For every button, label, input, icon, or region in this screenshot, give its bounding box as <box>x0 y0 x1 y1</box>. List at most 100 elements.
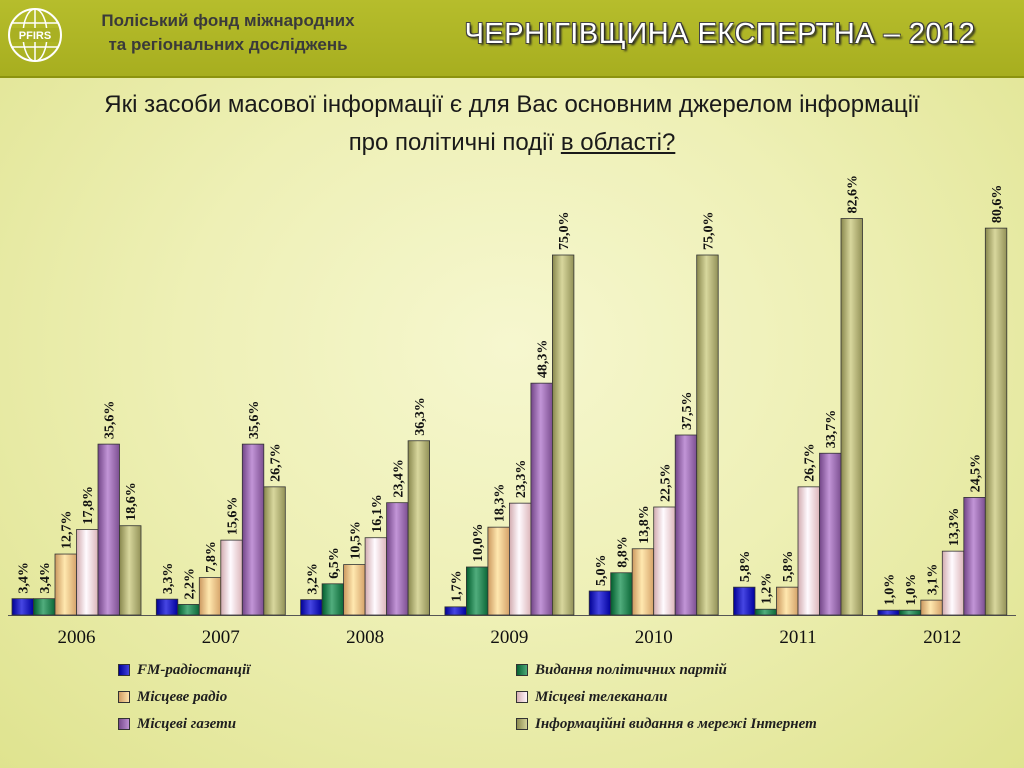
legend-swatch <box>118 718 130 730</box>
bar-2010-5 <box>696 254 719 616</box>
data-label: 82,6% <box>846 175 861 214</box>
legend-label: Інформаційні видання в мережі Інтернет <box>535 715 817 732</box>
data-label: 36,3% <box>413 397 428 436</box>
data-label: 2,2% <box>183 568 198 600</box>
question-line2-main: про політичні події <box>348 129 561 156</box>
bar-2006-0 <box>11 598 34 616</box>
bar-2011-3 <box>797 486 820 616</box>
bar-2011-1 <box>754 608 777 616</box>
data-label: 22,5% <box>658 464 673 503</box>
data-label: 48,3% <box>536 340 551 379</box>
bar-2012-5 <box>984 227 1008 616</box>
bar-2011-0 <box>733 586 756 616</box>
organization-name-line2: та регіональних досліджень <box>108 35 348 54</box>
chart-legend: FM-радіостанції Видання політичних партій… <box>118 660 998 734</box>
bar-2007-0 <box>155 598 179 616</box>
data-label: 37,5% <box>680 392 695 431</box>
bar-2007-3 <box>220 539 243 616</box>
bar-2006-3 <box>76 529 99 616</box>
data-label: 75,0% <box>701 212 716 251</box>
legend-label: FM-радіостанції <box>137 661 251 678</box>
legend-item: Інформаційні видання в мережі Інтернет <box>516 714 976 734</box>
bar-2008-1 <box>321 583 345 616</box>
x-tick-label: 2009 <box>490 627 528 648</box>
globe-logo-icon: PFIRS <box>8 8 62 62</box>
page-title: ЧЕРНІГІВЩИНА ЕКСПЕРТНА – 2012 <box>464 18 976 50</box>
data-label: 35,6% <box>247 401 262 440</box>
x-tick-label: 2010 <box>635 627 673 648</box>
data-label: 10,0% <box>471 524 486 563</box>
organization-name-line1: Поліський фонд міжнародних <box>101 11 355 30</box>
data-label: 13,3% <box>947 508 962 547</box>
x-tick-label: 2007 <box>202 627 240 648</box>
data-label: 35,6% <box>103 401 118 440</box>
data-label: 10,5% <box>348 521 363 560</box>
bar-2012-0 <box>877 609 900 616</box>
legend-swatch <box>516 718 528 730</box>
legend-item: Місцеве радіо <box>118 687 516 707</box>
bar-2007-4 <box>241 443 265 616</box>
data-label: 7,8% <box>204 541 219 573</box>
bar-2008-3 <box>364 537 388 616</box>
data-label: 75,0% <box>557 212 572 251</box>
header-bar: PFIRS Поліський фонд міжнародних та регі… <box>0 0 1024 78</box>
data-label: 5,0% <box>594 555 609 587</box>
legend-label: Місцеві телеканали <box>535 688 668 705</box>
bar-2012-2 <box>920 599 943 616</box>
data-label: 1,2% <box>760 573 775 605</box>
bar-2012-3 <box>941 550 965 616</box>
bar-2007-2 <box>198 577 222 616</box>
bar-2007-1 <box>177 604 200 616</box>
data-label: 1,7% <box>450 570 465 602</box>
data-label: 15,6% <box>226 497 241 536</box>
data-label: 18,3% <box>493 484 508 523</box>
data-label: 23,3% <box>514 460 529 499</box>
chart-question: Які засоби масової інформації є для Вас … <box>10 86 1014 162</box>
data-label: 13,8% <box>637 505 652 544</box>
data-label: 3,3% <box>161 563 176 595</box>
legend-item: FM-радіостанції <box>118 660 516 680</box>
bar-2006-2 <box>54 553 77 616</box>
legend-item: Видання політичних партій <box>516 660 976 680</box>
legend-swatch <box>516 691 528 703</box>
question-line2: про політичні події в області? <box>10 124 1014 162</box>
legend-swatch <box>516 664 528 676</box>
bar-2008-0 <box>300 599 323 616</box>
bar-2010-3 <box>653 506 676 616</box>
x-tick-label: 2008 <box>346 627 384 648</box>
bar-2012-1 <box>898 609 922 616</box>
data-label: 5,8% <box>738 551 753 583</box>
data-label: 18,6% <box>124 482 139 520</box>
legend-swatch <box>118 691 130 703</box>
legend-item: Місцеві газети <box>118 714 516 734</box>
bar-2012-4 <box>963 496 986 616</box>
data-label: 12,7% <box>60 511 75 550</box>
data-label: 26,7% <box>269 443 284 482</box>
data-label: 6,5% <box>327 547 342 579</box>
legend-label: Місцеві газети <box>137 715 237 732</box>
data-label: 1,0% <box>883 574 898 606</box>
bar-2008-2 <box>343 564 366 616</box>
bar-2009-0 <box>444 606 467 616</box>
data-label: 3,1% <box>926 564 941 596</box>
legend-item: Місцеві телеканали <box>516 687 976 707</box>
logo-text: PFIRS <box>19 30 51 42</box>
bar-2010-2 <box>631 548 655 616</box>
bar-2009-1 <box>465 566 489 616</box>
data-label: 16,1% <box>370 494 385 532</box>
x-tick-label: 2011 <box>779 627 816 648</box>
bar-2011-4 <box>819 452 842 616</box>
x-tick-label: 2012 <box>923 627 961 648</box>
bar-2009-3 <box>508 502 532 616</box>
bar-2011-5 <box>840 218 863 616</box>
legend-label: Видання політичних партій <box>535 661 727 678</box>
data-label: 5,8% <box>781 551 796 583</box>
x-tick-label: 2006 <box>58 627 96 648</box>
data-label: 80,6% <box>990 185 1005 224</box>
bar-2010-1 <box>610 572 633 616</box>
bar-2007-5 <box>263 486 286 616</box>
bar-2009-2 <box>487 526 510 616</box>
bar-2008-5 <box>407 440 431 616</box>
data-label: 17,8% <box>81 486 96 525</box>
bar-2009-4 <box>530 382 553 616</box>
